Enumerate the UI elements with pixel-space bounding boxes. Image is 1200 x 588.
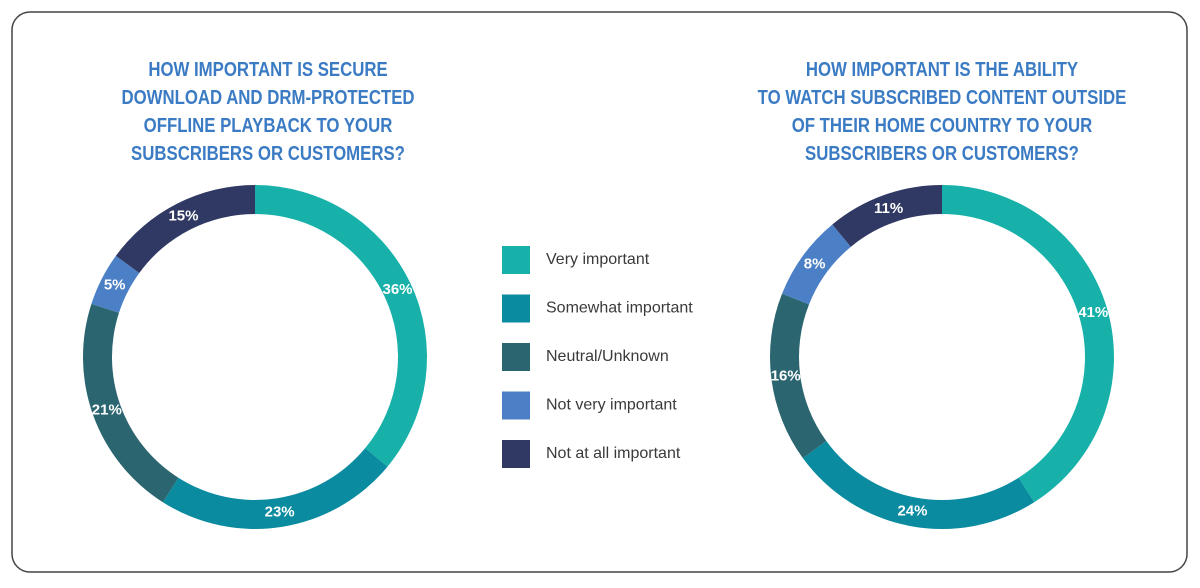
- legend-label: Not at all important: [546, 445, 681, 462]
- title-line-group: HOW IMPORTANT IS SECURE: [148, 58, 387, 81]
- legend-label: Not very important: [546, 397, 677, 414]
- donut-segment: [162, 448, 388, 529]
- legend-label: Neutral/Unknown: [546, 348, 669, 365]
- donut-segment: [83, 303, 179, 503]
- legend-label: Somewhat important: [546, 300, 693, 317]
- legend-label: Very important: [546, 251, 650, 268]
- value-label: 8%: [804, 255, 826, 272]
- chart-title: SUBSCRIBERS OR CUSTOMERS?: [131, 142, 405, 165]
- donut-segment: [802, 441, 1035, 529]
- chart-title: HOW IMPORTANT IS SECURE: [148, 58, 387, 81]
- value-label: 36%: [382, 281, 412, 298]
- donut-segment: [255, 185, 427, 467]
- value-label: 23%: [265, 504, 295, 521]
- title-line-group: OFFLINE PLAYBACK TO YOUR: [144, 114, 393, 137]
- chart-title: SUBSCRIBERS OR CUSTOMERS?: [805, 142, 1079, 165]
- legend-swatch: [502, 440, 530, 468]
- title-line-group: SUBSCRIBERS OR CUSTOMERS?: [805, 142, 1079, 165]
- donut-segment: [91, 255, 140, 313]
- donut-segment: [782, 224, 851, 305]
- value-label: 16%: [771, 368, 801, 385]
- chart-title: OF THEIR HOME COUNTRY TO YOUR: [792, 114, 1093, 137]
- title-line-group: TO WATCH SUBSCRIBED CONTENT OUTSIDE: [758, 86, 1127, 109]
- donut-segment: [115, 185, 255, 273]
- value-label: 41%: [1078, 304, 1108, 321]
- value-label: 21%: [92, 401, 122, 418]
- chart-title: OFFLINE PLAYBACK TO YOUR: [144, 114, 393, 137]
- chart-title: HOW IMPORTANT IS THE ABILITY: [806, 58, 1079, 81]
- title-line-group: OF THEIR HOME COUNTRY TO YOUR: [792, 114, 1093, 137]
- donut-segment: [832, 185, 942, 247]
- legend-swatch: [502, 246, 530, 274]
- title-line-group: SUBSCRIBERS OR CUSTOMERS?: [131, 142, 405, 165]
- frame: [11, 11, 1188, 573]
- title-line-group: DOWNLOAD AND DRM-PROTECTED: [121, 86, 414, 109]
- legend-swatch: [502, 294, 530, 323]
- legend-swatch: [502, 391, 530, 420]
- chart-title: DOWNLOAD AND DRM-PROTECTED: [121, 86, 414, 109]
- legend-swatch: [502, 343, 530, 371]
- value-label: 15%: [168, 208, 198, 225]
- chart-title: TO WATCH SUBSCRIBED CONTENT OUTSIDE: [758, 86, 1127, 109]
- value-label: 11%: [874, 200, 903, 217]
- value-label: 5%: [104, 276, 126, 293]
- donut-segment: [942, 185, 1114, 503]
- title-line-group: HOW IMPORTANT IS THE ABILITY: [806, 58, 1079, 81]
- value-label: 24%: [897, 503, 927, 520]
- donut-segment: [770, 293, 827, 459]
